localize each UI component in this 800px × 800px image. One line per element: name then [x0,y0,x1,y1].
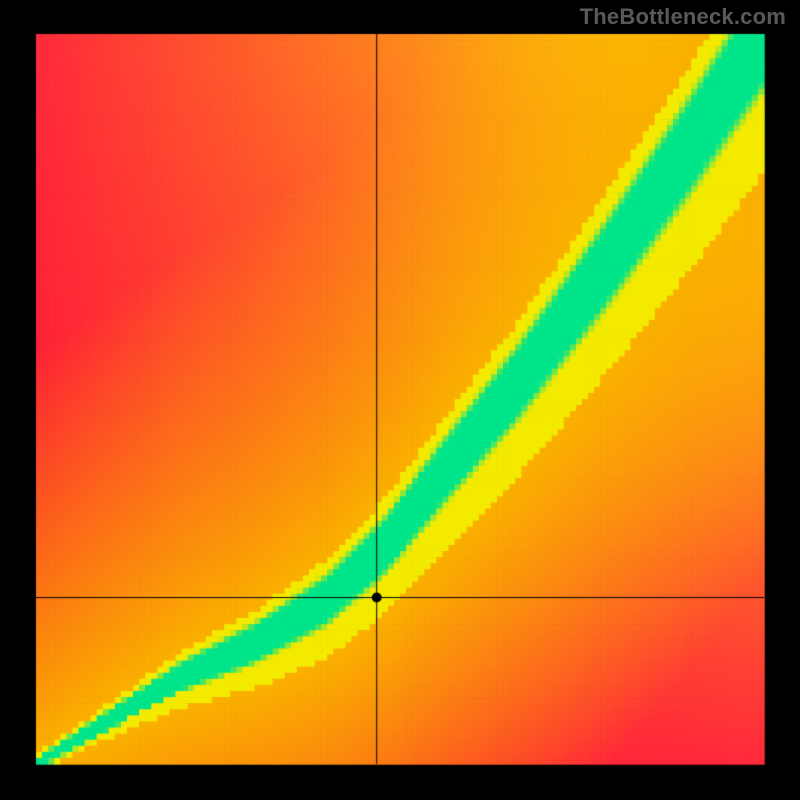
bottleneck-heatmap-figure: TheBottleneck.com [0,0,800,800]
watermark-label: TheBottleneck.com [580,4,786,30]
heatmap-canvas [0,0,800,800]
